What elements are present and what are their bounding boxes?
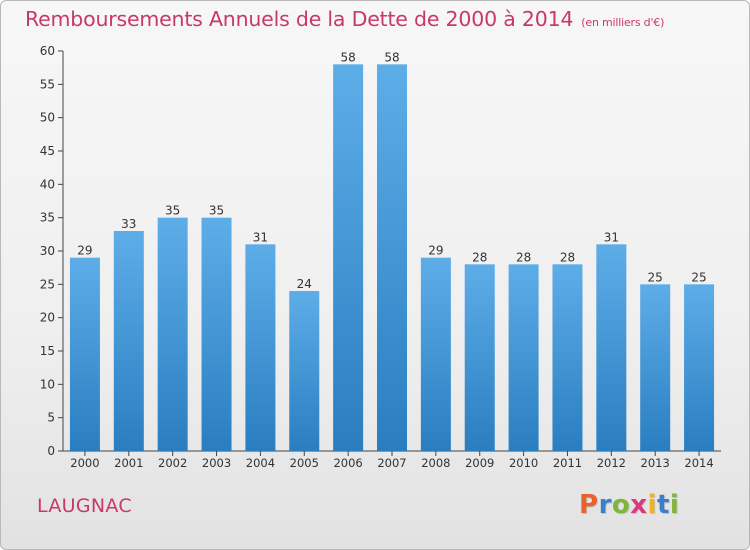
x-tick-label-2014: 2014 bbox=[684, 456, 713, 470]
bar-2014 bbox=[684, 284, 715, 451]
y-tick-label: 60 bbox=[40, 44, 55, 58]
y-tick-label: 25 bbox=[40, 277, 55, 291]
logo-letter: x bbox=[630, 490, 648, 520]
bar-2013 bbox=[640, 284, 671, 451]
value-label-2001: 33 bbox=[121, 217, 136, 231]
y-tick-label: 10 bbox=[40, 377, 55, 391]
proxiti-logo: Proxiti bbox=[579, 490, 679, 520]
x-tick-label-2011: 2011 bbox=[553, 456, 582, 470]
x-tick-label-2001: 2001 bbox=[114, 456, 143, 470]
bar-2011 bbox=[552, 264, 583, 451]
y-tick-label: 30 bbox=[40, 244, 55, 258]
bar-2002 bbox=[157, 217, 188, 451]
y-tick-label: 35 bbox=[40, 211, 55, 225]
value-label-2003: 35 bbox=[209, 204, 224, 218]
bar-2010 bbox=[508, 264, 539, 451]
y-tick-label: 40 bbox=[40, 177, 55, 191]
value-label-2010: 28 bbox=[516, 250, 531, 264]
bars bbox=[69, 64, 715, 452]
bar-2008 bbox=[420, 257, 451, 451]
x-tick-label-2002: 2002 bbox=[158, 456, 187, 470]
value-label-2009: 28 bbox=[472, 250, 487, 264]
bar-2005 bbox=[289, 291, 320, 451]
x-tick-label-2008: 2008 bbox=[421, 456, 450, 470]
value-label-2008: 29 bbox=[428, 244, 443, 258]
bar-2000 bbox=[69, 257, 100, 451]
x-tick-label-2005: 2005 bbox=[290, 456, 319, 470]
bar-2007 bbox=[377, 64, 407, 452]
x-tick-label-2004: 2004 bbox=[246, 456, 275, 470]
value-label-2006: 58 bbox=[340, 50, 355, 64]
chart-title: Remboursements Annuels de la Dette de 20… bbox=[25, 7, 664, 31]
value-label-2002: 35 bbox=[165, 204, 180, 218]
y-tick-label: 20 bbox=[40, 311, 55, 325]
x-tick-label-2007: 2007 bbox=[377, 456, 406, 470]
chart-title-text: Remboursements Annuels de la Dette de 20… bbox=[25, 7, 574, 31]
y-tick-label: 50 bbox=[40, 111, 55, 125]
x-axis: 2000 2001 2002 2003 2004 2005 2006 2007 2008 2009… bbox=[63, 450, 721, 470]
x-tick-label-2010: 2010 bbox=[509, 456, 538, 470]
logo-letter: i bbox=[669, 490, 680, 520]
value-label-2007: 58 bbox=[384, 50, 399, 64]
bar-2006 bbox=[333, 64, 364, 452]
x-tick-label-2013: 2013 bbox=[641, 456, 670, 470]
logo-letter: P bbox=[579, 490, 599, 520]
y-axis: 0 5 10 15 20 25 30 35 40 45 50 55 60 bbox=[40, 44, 64, 458]
y-tick-label: 45 bbox=[40, 144, 55, 158]
value-label-2014: 25 bbox=[691, 270, 706, 284]
logo-letter: r bbox=[598, 490, 612, 520]
value-labels: 29 33 35 35 31 24 58 58 29 28 28 28 31 25 25 bbox=[77, 50, 706, 291]
value-label-2005: 24 bbox=[297, 277, 312, 291]
value-label-2013: 25 bbox=[648, 270, 663, 284]
logo-letter: o bbox=[611, 490, 631, 520]
logo-letter: i bbox=[647, 490, 657, 520]
chart-subtitle: (en milliers d'€) bbox=[581, 16, 665, 29]
x-tick-label-2009: 2009 bbox=[465, 456, 494, 470]
bar-2001 bbox=[113, 231, 144, 451]
city-name: LAUGNAC bbox=[37, 495, 132, 517]
bar-2003 bbox=[201, 217, 232, 451]
value-label-2004: 31 bbox=[253, 230, 268, 244]
bar-2004 bbox=[245, 244, 276, 451]
value-label-2011: 28 bbox=[560, 250, 575, 264]
bar-2009 bbox=[464, 264, 495, 451]
value-label-2012: 31 bbox=[604, 230, 619, 244]
y-tick-label: 15 bbox=[40, 344, 55, 358]
y-tick-label: 0 bbox=[47, 444, 55, 458]
x-tick-label-2000: 2000 bbox=[70, 456, 99, 470]
logo-letter: t bbox=[656, 490, 670, 520]
x-tick-label-2006: 2006 bbox=[333, 456, 362, 470]
value-label-2000: 29 bbox=[77, 244, 92, 258]
y-tick-label: 55 bbox=[40, 77, 55, 91]
x-tick-label-2012: 2012 bbox=[597, 456, 626, 470]
x-tick-label-2003: 2003 bbox=[202, 456, 231, 470]
y-tick-label: 5 bbox=[47, 411, 55, 425]
bar-2012 bbox=[596, 244, 627, 451]
